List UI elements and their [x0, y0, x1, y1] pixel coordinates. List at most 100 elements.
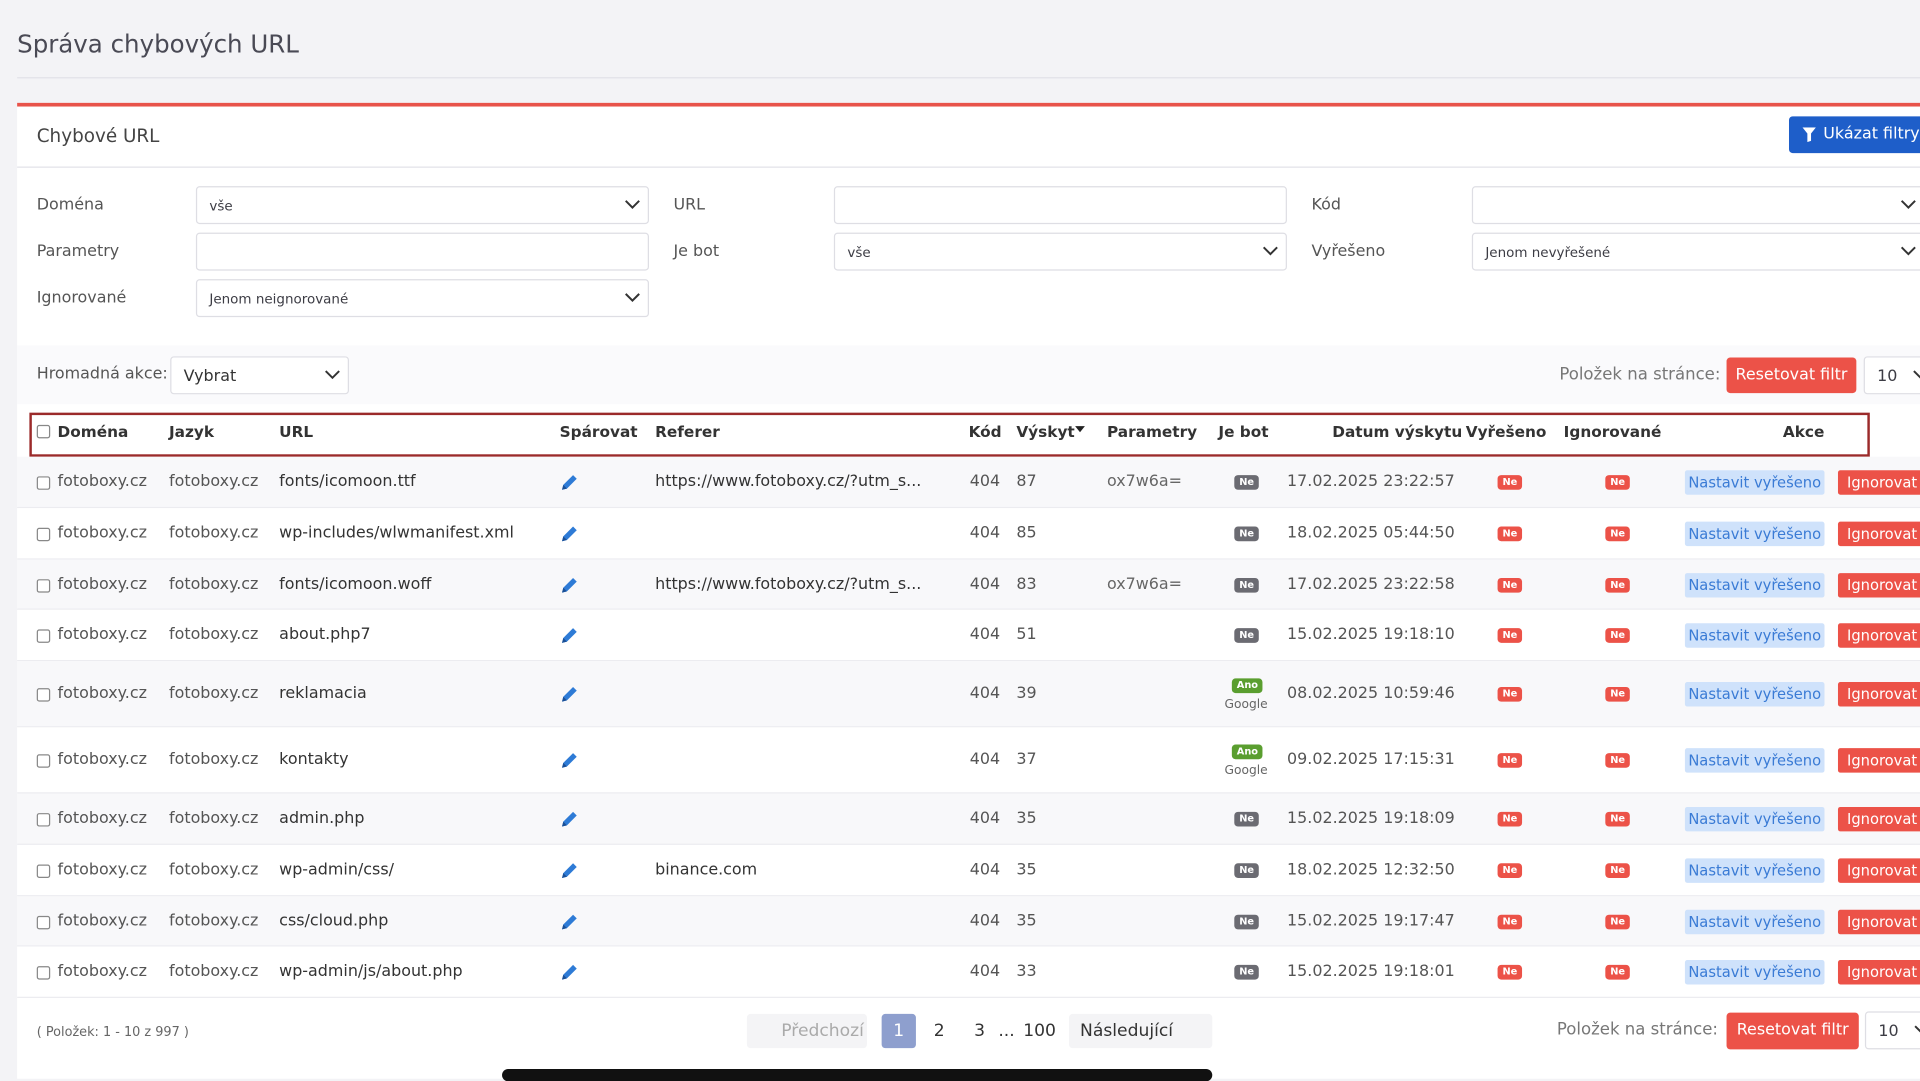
solved-badge: Ne	[1497, 526, 1523, 542]
url: kontakty	[279, 750, 349, 769]
bulk-select[interactable]: Vybrat	[170, 356, 349, 395]
show-filters-button[interactable]: Ukázat filtry	[1788, 116, 1920, 154]
pair-icon[interactable]	[560, 809, 580, 829]
row-checkbox[interactable]	[36, 754, 51, 768]
ignore-button[interactable]: Ignorovat	[1837, 623, 1920, 648]
set-solved-button[interactable]: Nastavit vyřešeno	[1684, 470, 1825, 495]
pair-icon[interactable]	[560, 524, 580, 544]
chevron	[625, 293, 640, 303]
ignored-badge: Ne	[1605, 526, 1630, 542]
code: 404	[969, 574, 1001, 594]
bot-badge: Ne	[1234, 964, 1259, 980]
pair-icon[interactable]	[560, 912, 580, 932]
params: ox7w6a=	[1106, 472, 1182, 492]
reset-button[interactable]: Resetovat filtr	[1726, 357, 1857, 394]
row-checkbox[interactable]	[36, 476, 51, 490]
url: admin.php	[279, 809, 365, 828]
pair-icon[interactable]	[560, 861, 580, 881]
row-checkbox[interactable]	[36, 527, 51, 542]
set-solved-button[interactable]: Nastavit vyřešeno	[1684, 858, 1825, 883]
count: 33	[1016, 962, 1037, 981]
next-button[interactable]: Následující	[1068, 1013, 1213, 1049]
lang: fotoboxy.cz	[168, 625, 259, 645]
bot-name: Google	[1224, 697, 1268, 712]
page-button[interactable]: 2	[933, 1021, 945, 1041]
lang: fotoboxy.cz	[168, 860, 259, 880]
bot-badge: Ne	[1234, 475, 1259, 490]
row-checkbox[interactable]	[36, 813, 51, 827]
ignore-button[interactable]: Ignorovat	[1837, 521, 1920, 547]
per-page-select[interactable]: 10	[1863, 356, 1920, 395]
ignore-button[interactable]: Ignorovat	[1837, 909, 1920, 934]
header-checkbox[interactable]	[36, 424, 51, 439]
referer: https://www.fotoboxy.cz/?utm_s...	[655, 574, 922, 594]
reset-button[interactable]: Resetovat filtr	[1726, 1012, 1859, 1050]
filter-input[interactable]	[195, 232, 649, 271]
ignore-button[interactable]: Ignorovat	[1837, 960, 1920, 985]
filter-select[interactable]: vše	[833, 232, 1287, 271]
row-checkbox[interactable]	[36, 629, 51, 643]
ignore-button[interactable]: Ignorovat	[1837, 748, 1920, 773]
count: 87	[1016, 472, 1037, 492]
code: 404	[969, 472, 1001, 492]
row-checkbox[interactable]	[36, 915, 51, 929]
count: 35	[1016, 809, 1037, 828]
set-solved-button[interactable]: Nastavit vyřešeno	[1684, 682, 1825, 707]
column-header: Je bot	[1218, 422, 1269, 441]
domain: fotoboxy.cz	[57, 684, 147, 703]
domain: fotoboxy.cz	[57, 750, 147, 769]
page-button[interactable]: 3	[974, 1021, 986, 1041]
pair-icon[interactable]	[560, 575, 580, 595]
url: reklamacia	[279, 684, 367, 703]
page-button[interactable]: 1	[881, 1013, 916, 1049]
count: 37	[1016, 750, 1037, 769]
ignore-button[interactable]: Ignorovat	[1837, 470, 1920, 495]
solved-badge: Ne	[1497, 964, 1523, 980]
set-solved-button[interactable]: Nastavit vyřešeno	[1684, 909, 1825, 934]
ignore-button[interactable]: Ignorovat	[1837, 806, 1920, 832]
pair-icon[interactable]	[560, 626, 580, 646]
set-solved-button[interactable]: Nastavit vyřešeno	[1684, 521, 1825, 547]
count: 51	[1016, 625, 1037, 645]
chevron	[1900, 200, 1916, 209]
filter-select[interactable]	[1471, 186, 1920, 225]
chevron	[1913, 370, 1920, 379]
column-header: Vyřešeno	[1465, 422, 1547, 441]
code: 404	[969, 625, 1001, 645]
count: 35	[1016, 860, 1037, 880]
set-solved-button[interactable]: Nastavit vyřešeno	[1684, 806, 1825, 832]
date: 15.02.2025 19:18:09	[1287, 809, 1455, 828]
set-solved-button[interactable]: Nastavit vyřešeno	[1684, 572, 1825, 597]
filter-select[interactable]: Jenom neignorované	[195, 279, 649, 318]
row-checkbox[interactable]	[36, 864, 51, 878]
column-header[interactable]: Výskyt	[1016, 422, 1075, 441]
set-solved-button[interactable]: Nastavit vyřešeno	[1684, 748, 1825, 773]
filter-select[interactable]: vše	[195, 186, 649, 225]
filter-input[interactable]	[833, 186, 1287, 225]
page-button[interactable]: ...	[998, 1021, 1015, 1041]
lang: fotoboxy.cz	[168, 574, 259, 594]
domain: fotoboxy.cz	[57, 625, 147, 645]
row-checkbox[interactable]	[36, 966, 51, 980]
filter-label: Kód	[1311, 195, 1341, 215]
set-solved-button[interactable]: Nastavit vyřešeno	[1684, 960, 1825, 985]
chevron	[625, 200, 640, 209]
pair-icon[interactable]	[560, 473, 580, 493]
per-page-select[interactable]: 10	[1864, 1011, 1920, 1050]
ignored-badge: Ne	[1605, 475, 1630, 490]
ignore-button[interactable]: Ignorovat	[1837, 682, 1920, 707]
page-button[interactable]: 100	[1023, 1021, 1056, 1041]
date: 15.02.2025 19:18:10	[1287, 625, 1455, 645]
pair-icon[interactable]	[560, 962, 580, 982]
url: wp-includes/wlwmanifest.xml	[279, 524, 514, 543]
row-checkbox[interactable]	[36, 688, 51, 702]
solved-badge: Ne	[1497, 475, 1523, 490]
ignore-button[interactable]: Ignorovat	[1837, 858, 1920, 883]
row-checkbox[interactable]	[36, 578, 51, 593]
ignore-button[interactable]: Ignorovat	[1837, 572, 1920, 597]
pair-icon[interactable]	[560, 684, 580, 704]
pair-icon[interactable]	[560, 751, 580, 771]
filter-select[interactable]: Jenom nevyřešené	[1471, 232, 1920, 271]
set-solved-button[interactable]: Nastavit vyřešeno	[1684, 623, 1825, 648]
column-header: Datum výskytu	[1332, 422, 1463, 441]
